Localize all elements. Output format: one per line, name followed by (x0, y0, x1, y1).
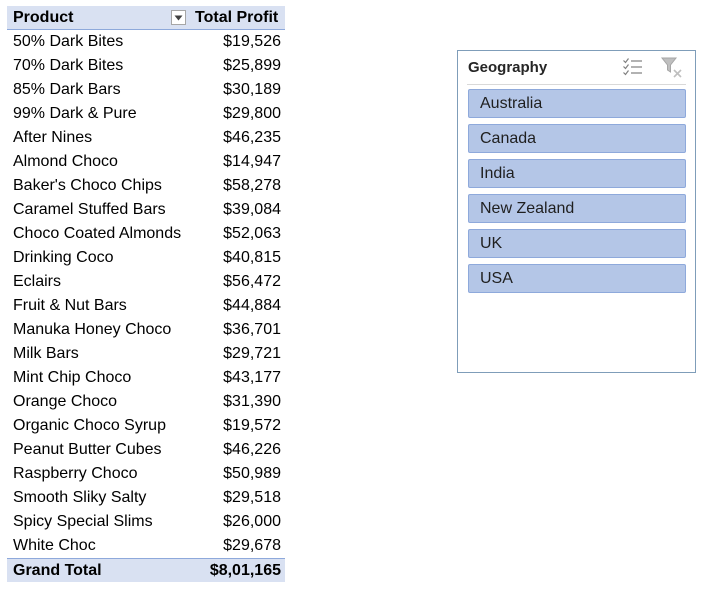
multi-select-icon[interactable] (622, 57, 644, 77)
filter-dropdown-button[interactable] (171, 10, 186, 25)
profit-cell: $19,526 (223, 33, 281, 50)
product-cell: Raspberry Choco (13, 465, 138, 482)
product-cell: Peanut Butter Cubes (13, 441, 162, 458)
product-cell: Eclairs (13, 273, 62, 290)
profit-cell: $50,989 (223, 465, 281, 482)
pivot-row: White Choc $29,678 (7, 534, 285, 558)
pivot-row: Manuka Honey Choco $36,701 (7, 318, 285, 342)
pivot-row: Choco Coated Almonds $52,063 (7, 222, 285, 246)
product-cell: White Choc (13, 537, 96, 554)
product-cell: Orange Choco (13, 393, 118, 410)
pivot-table: Product Total Profit 50% Dark Bites $19,5… (7, 6, 285, 582)
grand-total-label: Grand Total (13, 561, 102, 579)
slicer-item[interactable]: India (468, 159, 686, 188)
pivot-row: Orange Choco $31,390 (7, 390, 285, 414)
pivot-row: Eclairs $56,472 (7, 270, 285, 294)
product-cell: 70% Dark Bites (13, 57, 124, 74)
profit-cell: $52,063 (223, 225, 281, 242)
profit-cell: $29,800 (223, 105, 281, 122)
geography-slicer[interactable]: Geography Australia Canada India New Zealan… (457, 50, 696, 373)
pivot-row: After Nines $46,235 (7, 126, 285, 150)
profit-cell: $19,572 (223, 417, 281, 434)
grand-total-row: Grand Total $8,01,165 (7, 558, 285, 582)
profit-cell: $56,472 (223, 273, 281, 290)
profit-cell: $29,518 (223, 489, 281, 506)
pivot-row: Organic Choco Syrup $19,572 (7, 414, 285, 438)
pivot-row: Almond Choco $14,947 (7, 150, 285, 174)
product-cell: 50% Dark Bites (13, 33, 124, 50)
product-cell: Milk Bars (13, 345, 79, 362)
product-cell: Caramel Stuffed Bars (13, 201, 166, 218)
pivot-row: Fruit & Nut Bars $44,884 (7, 294, 285, 318)
product-cell: Manuka Honey Choco (13, 321, 172, 338)
slicer-title: Geography (468, 59, 548, 76)
slicer-item[interactable]: USA (468, 264, 686, 293)
slicer-title-divider (467, 84, 686, 85)
product-cell: After Nines (13, 129, 93, 146)
profit-cell: $40,815 (223, 249, 281, 266)
profit-cell: $29,721 (223, 345, 281, 362)
pivot-row: Milk Bars $29,721 (7, 342, 285, 366)
product-cell: Spicy Special Slims (13, 513, 153, 530)
profit-cell: $46,226 (223, 441, 281, 458)
slicer-item[interactable]: New Zealand (468, 194, 686, 223)
profit-cell: $30,189 (223, 81, 281, 98)
product-cell: Fruit & Nut Bars (13, 297, 127, 314)
slicer-item[interactable]: Canada (468, 124, 686, 153)
product-cell: Mint Chip Choco (13, 369, 132, 386)
profit-cell: $14,947 (223, 153, 281, 170)
pivot-row: Mint Chip Choco $43,177 (7, 366, 285, 390)
pivot-body: 50% Dark Bites $19,526 70% Dark Bites $25,8… (7, 30, 285, 558)
profit-cell: $43,177 (223, 369, 281, 386)
pivot-row: Smooth Sliky Salty $29,518 (7, 486, 285, 510)
product-cell: 85% Dark Bars (13, 81, 121, 98)
pivot-row: Drinking Coco $40,815 (7, 246, 285, 270)
pivot-row: Caramel Stuffed Bars $39,084 (7, 198, 285, 222)
product-cell: Almond Choco (13, 153, 118, 170)
grand-total-value: $8,01,165 (209, 561, 281, 579)
slicer-item[interactable]: Australia (468, 89, 686, 118)
profit-cell: $25,899 (223, 57, 281, 74)
profit-cell: $58,278 (223, 177, 281, 194)
product-cell: Baker's Choco Chips (13, 177, 162, 194)
profit-cell: $46,235 (223, 129, 281, 146)
profit-cell: $44,884 (223, 297, 281, 314)
total-profit-header: Total Profit (195, 8, 279, 26)
product-cell: 99% Dark & Pure (13, 105, 137, 122)
pivot-header-row: Product Total Profit (7, 6, 285, 30)
product-cell: Organic Choco Syrup (13, 417, 166, 434)
slicer-items: Australia Canada India New Zealand UK USA (468, 89, 686, 299)
pivot-row: 50% Dark Bites $19,526 (7, 30, 285, 54)
pivot-row: 85% Dark Bars $30,189 (7, 78, 285, 102)
pivot-row: Peanut Butter Cubes $46,226 (7, 438, 285, 462)
profit-cell: $31,390 (223, 393, 281, 410)
profit-cell: $39,084 (223, 201, 281, 218)
pivot-row: 70% Dark Bites $25,899 (7, 54, 285, 78)
pivot-row: Raspberry Choco $50,989 (7, 462, 285, 486)
pivot-row: Baker's Choco Chips $58,278 (7, 174, 285, 198)
clear-filter-icon[interactable] (660, 56, 684, 78)
dropdown-arrow-icon (174, 15, 183, 20)
product-cell: Drinking Coco (13, 249, 114, 266)
profit-cell: $26,000 (223, 513, 281, 530)
product-cell: Choco Coated Almonds (13, 225, 182, 242)
pivot-row: 99% Dark & Pure $29,800 (7, 102, 285, 126)
product-header-cell: Product (7, 6, 189, 29)
product-cell: Smooth Sliky Salty (13, 489, 147, 506)
product-header-label: Product (13, 8, 74, 26)
slicer-item[interactable]: UK (468, 229, 686, 258)
pivot-row: Spicy Special Slims $26,000 (7, 510, 285, 534)
profit-cell: $29,678 (223, 537, 281, 554)
profit-cell: $36,701 (223, 321, 281, 338)
